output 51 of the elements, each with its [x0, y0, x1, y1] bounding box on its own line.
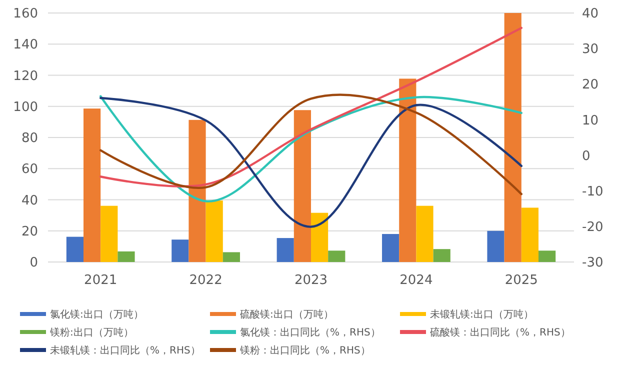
y2-tick-label: 10	[582, 113, 599, 128]
bar	[433, 249, 450, 262]
bar	[206, 200, 223, 262]
y2-tick-label: -10	[582, 184, 604, 200]
y2-tick-label: 30	[582, 42, 599, 58]
legend-label: 硫酸镁：出口同比（%，RHS）	[430, 326, 570, 338]
bar	[276, 238, 294, 262]
bar	[487, 230, 504, 262]
y2-tick-label: -30	[582, 256, 604, 271]
y-tick-label: 80	[21, 131, 38, 146]
bar	[188, 120, 206, 262]
x-tick-label: 2022	[189, 273, 222, 288]
legend-label: 镁粉：出口同比（%，RHS）	[239, 344, 370, 356]
bar	[399, 78, 416, 262]
legend-label: 未锻轧镁:出口（万吨）	[430, 308, 534, 320]
bar	[66, 236, 84, 262]
bar	[504, 13, 522, 262]
y2-tick-label: -20	[582, 220, 604, 235]
x-tick-label: 2025	[504, 273, 538, 288]
x-tick-label: 2024	[400, 273, 433, 288]
bar	[538, 250, 556, 262]
bar	[118, 251, 135, 262]
y-tick-label: 160	[13, 6, 38, 22]
legend-label: 硫酸镁:出口（万吨）	[240, 308, 334, 320]
bar	[294, 110, 311, 262]
y-tick-label: 20	[21, 224, 38, 240]
y2-tick-label: 0	[582, 148, 590, 164]
y-tick-label: 120	[13, 68, 38, 84]
bar	[328, 250, 346, 262]
bar	[311, 212, 328, 262]
bar	[416, 206, 434, 262]
y-tick-label: 0	[30, 256, 38, 271]
bar	[222, 252, 240, 262]
y-tick-label: 60	[21, 162, 38, 178]
bar	[382, 234, 400, 262]
legend-label: 镁粉:出口（万吨）	[49, 326, 134, 338]
y-tick-label: 40	[21, 193, 38, 208]
bar	[172, 240, 189, 262]
y-tick-label: 100	[13, 100, 38, 115]
bar	[100, 206, 118, 262]
legend-label: 未锻轧镁：出口同比（%，RHS）	[50, 344, 200, 356]
y2-tick-label: 40	[582, 6, 599, 22]
line-series	[100, 96, 522, 228]
legend-label: 氯化镁：出口同比（%，RHS）	[240, 326, 380, 338]
x-tick-label: 2023	[294, 273, 328, 288]
bar	[84, 108, 101, 262]
y2-tick-label: 20	[582, 78, 599, 93]
x-tick-label: 2021	[84, 273, 118, 288]
legend-label: 氯化镁:出口（万吨）	[50, 308, 144, 320]
y-tick-label: 140	[13, 38, 38, 53]
bar	[521, 208, 538, 262]
